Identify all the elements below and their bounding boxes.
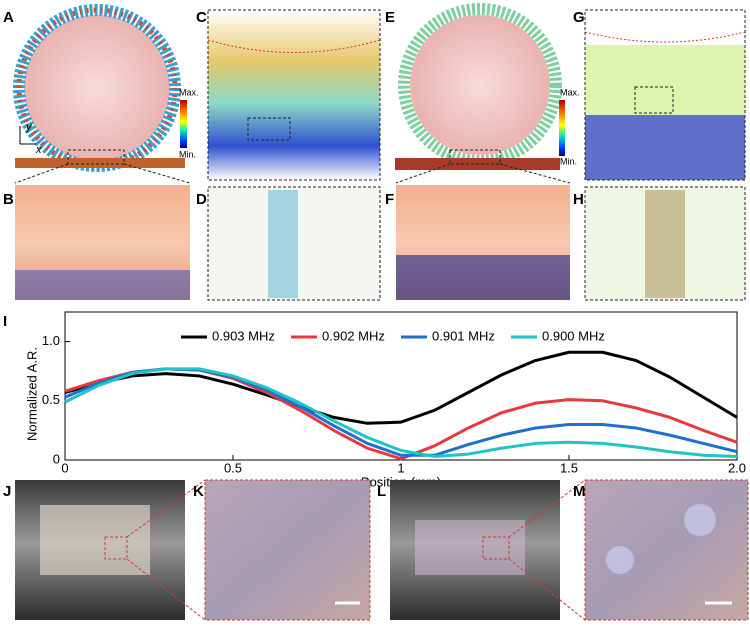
droplet	[24, 15, 170, 161]
panel-label: G	[573, 9, 585, 26]
stream	[268, 190, 298, 298]
zoom-line	[508, 479, 586, 538]
colorbar	[180, 100, 187, 148]
series-line	[64, 350, 738, 425]
shell-dots	[16, 7, 178, 169]
substrate	[15, 158, 185, 168]
panel-label: H	[573, 191, 584, 208]
panel-m-image	[585, 480, 748, 620]
panel-frame	[207, 9, 381, 181]
x-tick-label: 2.0	[728, 460, 746, 475]
panel-frame	[584, 186, 746, 301]
axis-x: x	[35, 144, 42, 156]
panel-label: E	[385, 9, 395, 26]
cluster-region	[415, 520, 525, 575]
x-tick-label: 1.5	[560, 460, 578, 475]
panel-label: C	[196, 9, 207, 26]
series-line	[64, 367, 738, 461]
panel-label: K	[193, 483, 204, 500]
panel-k-image	[205, 480, 370, 620]
zoom-box	[67, 149, 125, 165]
stream	[645, 190, 685, 298]
plot-frame	[64, 311, 738, 461]
x-tick-label: 1	[397, 460, 404, 475]
legend-label: 0.901 MHz	[432, 328, 495, 343]
series-line	[64, 367, 738, 457]
particles	[15, 270, 190, 300]
zoom-box	[449, 149, 501, 165]
zoom-line	[126, 558, 206, 621]
colorbar-min: Min.	[179, 149, 196, 159]
panel-label: F	[385, 191, 394, 208]
zoom-line	[395, 163, 451, 184]
panel-label: L	[377, 483, 386, 500]
panel-h-image	[585, 187, 745, 300]
panel-frame	[204, 479, 371, 621]
bubble	[606, 546, 634, 574]
panel-a: y x Max. Min.	[13, 4, 199, 172]
shell	[398, 3, 562, 167]
x-tick-label: 0	[61, 460, 68, 475]
panel-label: M	[573, 483, 586, 500]
zoom-box	[104, 536, 128, 560]
interface	[584, 31, 746, 43]
zoom-box	[247, 117, 291, 141]
zoom-box	[482, 536, 510, 560]
panel-frame	[584, 9, 746, 181]
panel-e: Max. Min.	[395, 3, 580, 170]
legend-label: 0.902 MHz	[322, 328, 385, 343]
legend-label: 0.903 MHz	[212, 328, 275, 343]
colorbar-max: Max.	[560, 87, 580, 97]
bubble	[684, 504, 716, 536]
colorbar	[559, 100, 565, 156]
cluster-region	[40, 505, 150, 575]
zoom-box	[634, 86, 674, 114]
interface	[207, 39, 381, 53]
legend-label: 0.900 MHz	[542, 328, 605, 343]
droplet	[410, 15, 550, 155]
zoom-line	[126, 479, 206, 538]
x-tick-label: 0.5	[224, 460, 242, 475]
panel-frame	[207, 186, 381, 301]
y-axis-label: Normalized A.R.	[24, 347, 39, 441]
panel-c-image	[208, 10, 380, 180]
particles	[396, 255, 570, 300]
zoom-line	[14, 163, 69, 184]
zoom-line	[499, 163, 571, 184]
field	[585, 45, 745, 115]
panel-label: D	[196, 191, 207, 208]
y-tick-label: 0.5	[42, 392, 60, 407]
field	[585, 115, 745, 180]
zoom-line	[123, 163, 191, 184]
colorbar-max: Max.	[179, 87, 199, 97]
y-tick-label: 1.0	[42, 333, 60, 348]
panel-label: B	[3, 191, 14, 208]
panel-label: A	[3, 9, 14, 26]
y-tick-label: 0	[53, 451, 60, 466]
panel-label: J	[3, 483, 11, 500]
axis-y: y	[25, 121, 33, 133]
colorbar-min: Min.	[560, 156, 577, 166]
zoom-line	[508, 558, 586, 621]
panel-label: I	[3, 313, 7, 330]
series-line	[64, 367, 738, 458]
panel-frame	[584, 479, 749, 621]
